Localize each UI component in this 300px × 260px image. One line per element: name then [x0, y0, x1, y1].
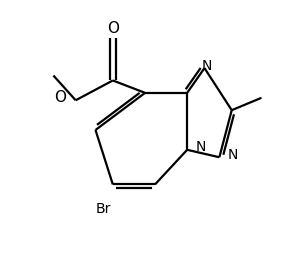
Text: Br: Br: [95, 202, 111, 216]
Text: N: N: [228, 148, 238, 162]
Text: O: O: [107, 21, 119, 36]
Text: O: O: [54, 90, 66, 105]
Text: N: N: [202, 58, 212, 73]
Text: N: N: [196, 140, 206, 154]
